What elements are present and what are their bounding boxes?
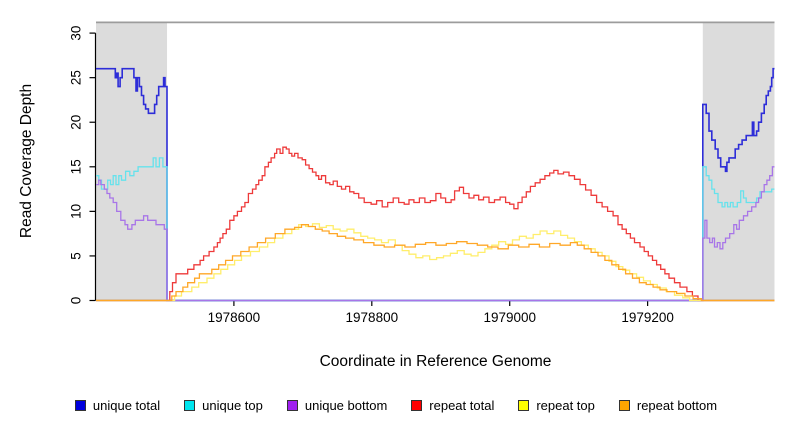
shaded-region-1: [702, 22, 775, 301]
legend-label-repeat-total: repeat total: [429, 398, 495, 413]
x-tick-label: 1979000: [483, 310, 536, 325]
y-tick-label: 30: [69, 26, 84, 41]
x-tick-label: 1978600: [208, 310, 261, 325]
x-tick-label: 1978800: [346, 310, 399, 325]
y-axis-title: Read Coverage Depth: [18, 83, 35, 239]
y-tick-label: 15: [69, 159, 84, 174]
y-tick-label: 0: [69, 297, 84, 305]
y-tick-label: 25: [69, 70, 84, 85]
legend: unique total unique top unique bottom repea…: [0, 398, 792, 413]
legend-swatch-repeat-total: [411, 400, 423, 411]
legend-label-unique-total: unique total: [92, 398, 161, 413]
legend-item-repeat-top: repeat top: [518, 398, 595, 413]
x-tick-label: 1979200: [621, 310, 674, 325]
series-line-repeat-top: [96, 223, 775, 302]
series-line-unique-top: [96, 157, 775, 302]
x-axis-title: Coordinate in Reference Genome: [319, 353, 552, 370]
legend-label-unique-bottom: unique bottom: [304, 398, 388, 413]
legend-item-unique-total: unique total: [74, 398, 161, 413]
legend-label-repeat-top: repeat top: [536, 398, 595, 413]
legend-label-repeat-bottom: repeat bottom: [636, 398, 718, 413]
legend-swatch-repeat-bottom: [618, 400, 630, 411]
series-line-unique-bottom: [96, 166, 775, 302]
legend-swatch-unique-total: [74, 400, 86, 411]
series-line-repeat-bottom: [96, 224, 775, 302]
y-tick-label: 20: [69, 115, 84, 130]
legend-item-repeat-bottom: repeat bottom: [618, 398, 718, 413]
legend-item-unique-bottom: unique bottom: [286, 398, 388, 413]
legend-swatch-unique-top: [184, 400, 196, 411]
legend-item-repeat-total: repeat total: [411, 398, 494, 413]
legend-swatch-unique-bottom: [286, 400, 298, 411]
legend-swatch-repeat-top: [518, 400, 530, 411]
y-tick-label: 5: [69, 252, 84, 260]
legend-item-unique-top: unique top: [184, 398, 263, 413]
y-tick-label: 10: [69, 204, 84, 219]
series-line-repeat-total: [96, 146, 775, 302]
legend-label-unique-top: unique top: [202, 398, 263, 413]
series-line-unique-total: [96, 67, 775, 302]
